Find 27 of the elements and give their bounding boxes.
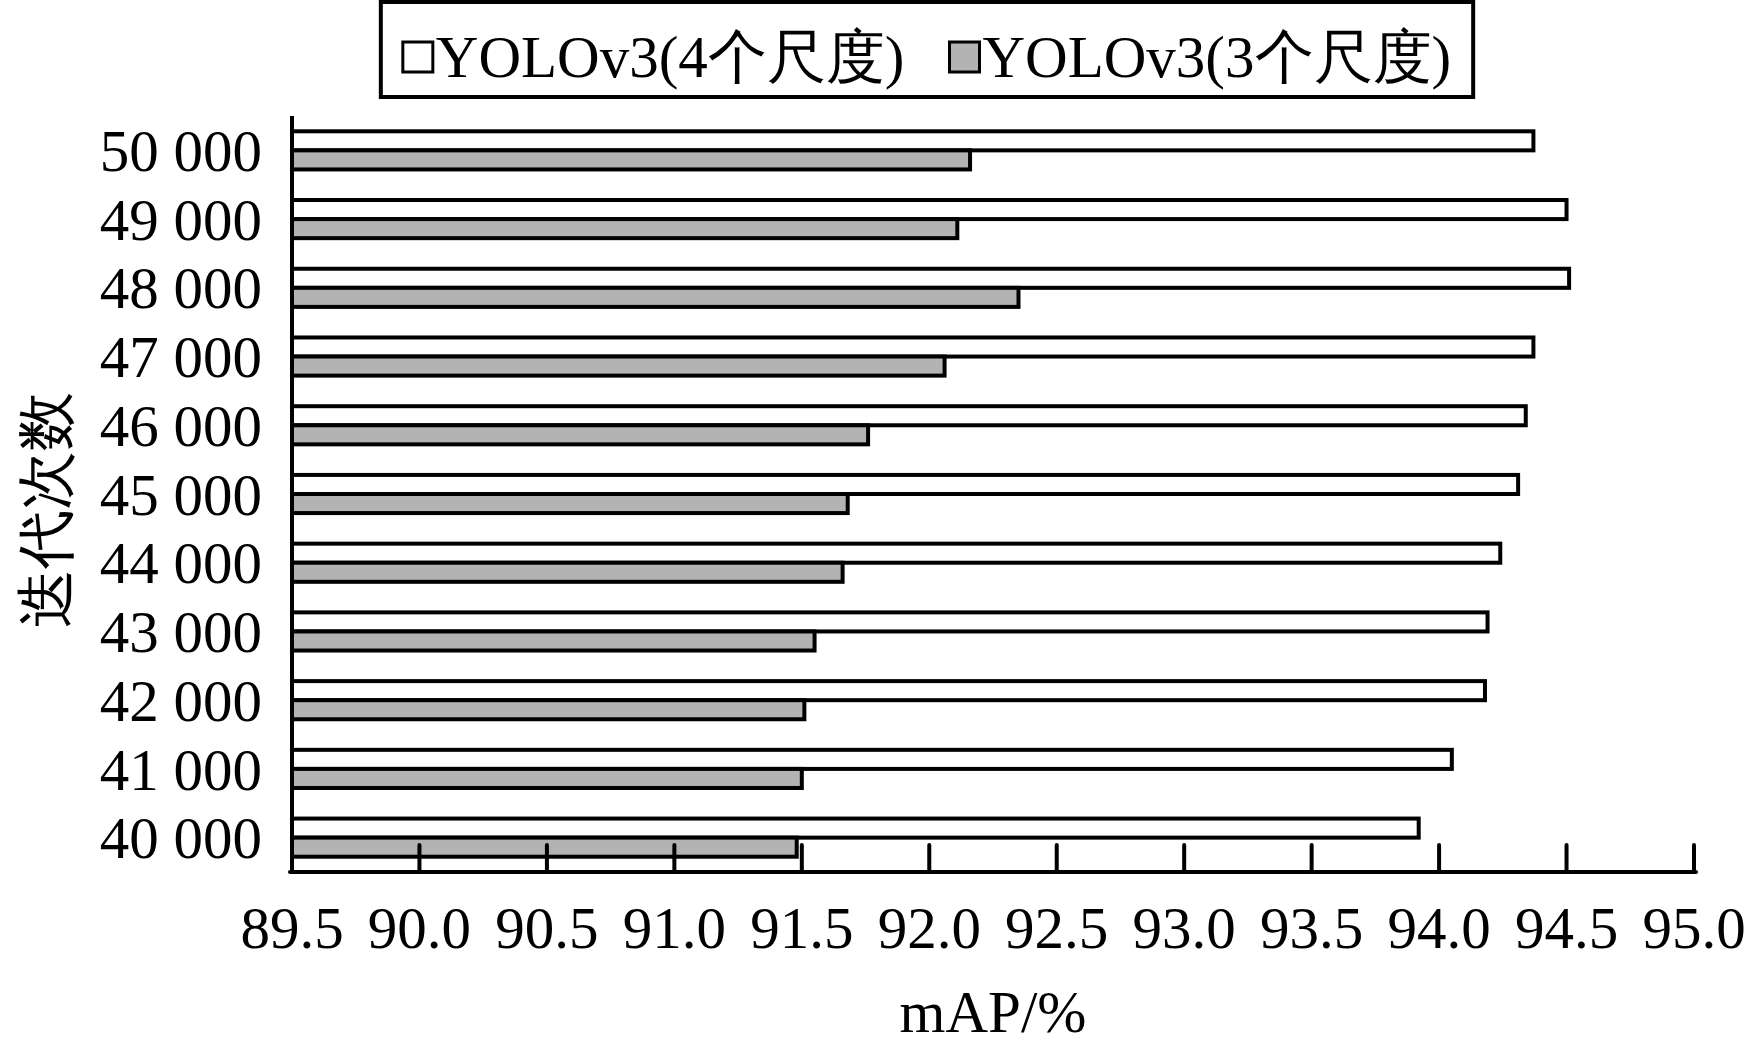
legend-label: YOLOv3(3个尺度)	[982, 24, 1452, 90]
x-tick-label: 94.0	[1387, 895, 1491, 961]
x-tick-label: 91.0	[622, 895, 726, 961]
y-tick-label: 50 000	[99, 118, 262, 185]
x-axis-title: mAP/%	[899, 979, 1087, 1045]
y-tick-label: 43 000	[99, 599, 262, 666]
y-axis-title: 迭代次数	[13, 392, 79, 628]
y-tick-label: 47 000	[99, 324, 262, 391]
y-tick-label: 48 000	[99, 255, 262, 322]
x-tick-label: 93.0	[1132, 895, 1236, 961]
y-tick-label: 49 000	[99, 186, 262, 253]
x-tick-label: 92.0	[877, 895, 981, 961]
y-tick-label: 45 000	[99, 461, 262, 528]
x-tick-label: 94.5	[1514, 895, 1619, 961]
legend-label: YOLOv3(4个尺度)	[435, 24, 905, 90]
y-tick-label: 46 000	[99, 392, 262, 459]
x-tick-label: 91.5	[750, 895, 854, 961]
x-tick-label: 92.5	[1005, 895, 1109, 961]
x-tick-label: 90.0	[367, 895, 472, 961]
x-tick-label: 90.5	[495, 895, 599, 961]
x-tick-label: 95.0	[1642, 895, 1746, 961]
x-tick-label: 93.5	[1260, 895, 1364, 961]
y-tick-label: 41 000	[99, 736, 262, 803]
y-tick-label: 44 000	[99, 530, 262, 597]
x-tick-label: 89.5	[240, 895, 344, 961]
y-tick-label: 42 000	[99, 667, 262, 734]
y-tick-label: 40 000	[99, 805, 262, 872]
